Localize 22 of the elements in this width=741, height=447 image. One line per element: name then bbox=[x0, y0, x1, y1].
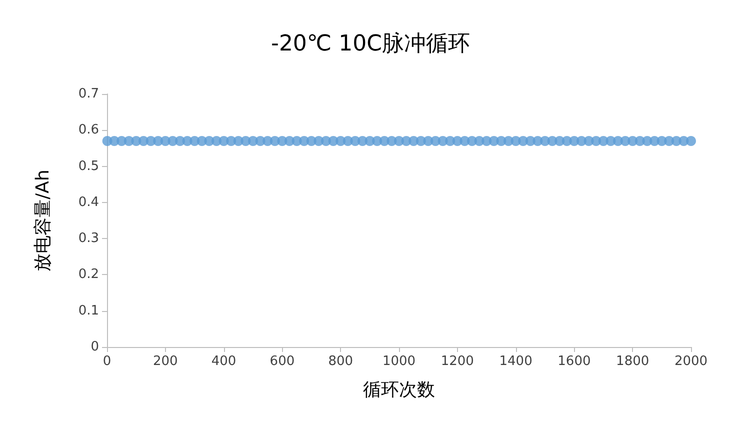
x-tick-label: 1400 bbox=[499, 354, 532, 369]
y-tick-label: 0.4 bbox=[78, 194, 99, 210]
x-tick-label: 1200 bbox=[440, 354, 474, 369]
x-tick-label: 1600 bbox=[558, 354, 591, 369]
x-tick-label: 400 bbox=[211, 354, 236, 369]
x-tick-label: 200 bbox=[152, 354, 178, 369]
y-tick-label: 0.7 bbox=[78, 86, 99, 102]
chart-title: -20℃ 10C脉冲循环 bbox=[271, 32, 470, 56]
x-tick-label: 1800 bbox=[616, 354, 650, 369]
y-tick-label: 0.6 bbox=[78, 122, 99, 138]
y-tick-label: 0.5 bbox=[78, 158, 99, 174]
y-tick-label: 0.2 bbox=[78, 267, 99, 282]
x-axis-title: 循环次数 bbox=[363, 380, 435, 400]
y-tick-label: 0.3 bbox=[78, 231, 99, 246]
x-tick-label: 1000 bbox=[382, 354, 416, 369]
x-tick-label: 600 bbox=[270, 354, 295, 369]
y-tick-label: 0.1 bbox=[78, 303, 99, 318]
x-tick-label: 2000 bbox=[674, 354, 708, 369]
y-tick-label: 0 bbox=[90, 340, 99, 354]
x-tick-label: 800 bbox=[328, 354, 354, 369]
y-axis-title: 放电容量/Ah bbox=[32, 170, 54, 272]
x-tick-label: 0 bbox=[102, 354, 112, 369]
